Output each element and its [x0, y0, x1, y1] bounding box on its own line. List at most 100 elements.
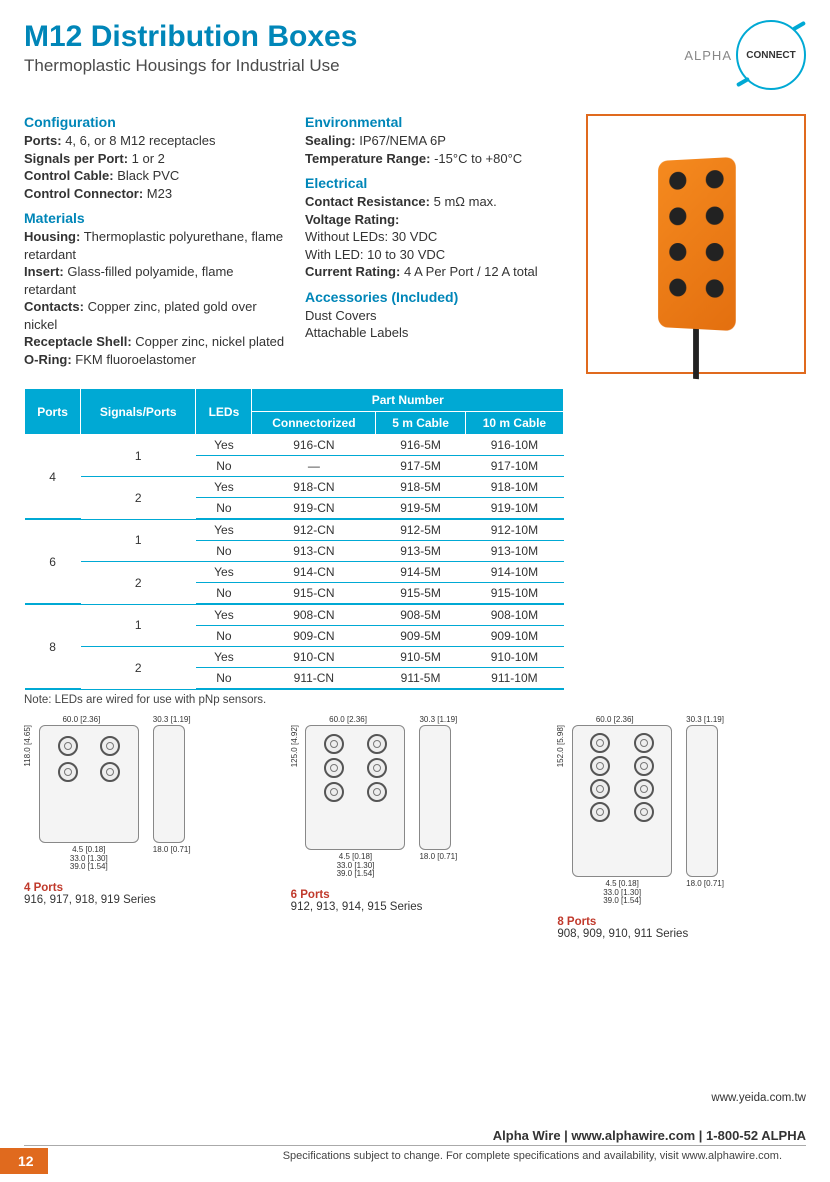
- cell-led: No: [196, 498, 252, 520]
- front-view-icon: [305, 725, 405, 850]
- cell-led: No: [196, 668, 252, 690]
- cell-5m: 911-5M: [376, 668, 466, 690]
- cell-connectorized: 915-CN: [252, 583, 376, 605]
- dim-d6-sidew: 30.3 [1.19]: [419, 716, 457, 725]
- spec-voltage-noled: Without LEDs: 30 VDC: [305, 228, 566, 246]
- page-title: M12 Distribution Boxes: [24, 20, 357, 54]
- cell-led: Yes: [196, 647, 252, 668]
- footer-main: Alpha Wire | www.alphawire.com | 1-800-5…: [0, 1128, 830, 1145]
- dim-d4-width: 60.0 [2.36]: [24, 716, 139, 725]
- yeida-link: www.yeida.com.tw: [711, 1092, 806, 1104]
- spec-insert: Insert: Glass-filled polyamide, flame re…: [24, 263, 285, 298]
- brand-logo: ALPHA CONNECT: [684, 20, 806, 90]
- dim-d8-bw2: 39.0 [1.54]: [603, 897, 641, 906]
- cell-signals: 1: [81, 519, 196, 562]
- table-header: Ports Signals/Ports LEDs Part Number Con…: [25, 389, 564, 435]
- spec-housing: Housing: Thermoplastic polyurethane, fla…: [24, 228, 285, 263]
- dim-d4-bside: 18.0 [0.71]: [153, 846, 191, 855]
- dim-d4-bw2: 39.0 [1.54]: [70, 863, 108, 872]
- cell-10m: 913-10M: [465, 541, 563, 562]
- table-row: 81Yes908-CN908-5M908-10M: [25, 604, 564, 626]
- table-row: 2Yes914-CN914-5M914-10M: [25, 562, 564, 583]
- col-leds: LEDs: [196, 389, 252, 435]
- cell-signals: 2: [81, 647, 196, 690]
- cell-connectorized: 911-CN: [252, 668, 376, 690]
- spec-contact-res: Contact Resistance: 5 mΩ max.: [305, 193, 566, 211]
- cell-10m: 910-10M: [465, 647, 563, 668]
- cell-10m: 917-10M: [465, 456, 563, 477]
- cell-led: Yes: [196, 435, 252, 456]
- spec-sealing: Sealing: IP67/NEMA 6P: [305, 132, 566, 150]
- spec-ports: Ports: 4, 6, or 8 M12 receptacles: [24, 132, 285, 150]
- caption-6-title: 6 Ports: [291, 889, 540, 901]
- cell-ports: 8: [25, 604, 81, 689]
- cell-connectorized: 908-CN: [252, 604, 376, 626]
- page-footer: Alpha Wire | www.alphawire.com | 1-800-5…: [0, 1128, 830, 1182]
- cell-5m: 909-5M: [376, 626, 466, 647]
- product-image-frame: [586, 114, 806, 374]
- heading-environmental: Environmental: [305, 114, 566, 130]
- dim-d4-height: 118.0 [4.65]: [24, 725, 33, 767]
- cell-5m: 913-5M: [376, 541, 466, 562]
- spec-connector: Control Connector: M23: [24, 185, 285, 203]
- diagram-caption-6: 6 Ports 912, 913, 914, 915 Series: [291, 889, 540, 913]
- col-10m: 10 m Cable: [465, 412, 563, 435]
- heading-accessories: Accessories (Included): [305, 289, 566, 305]
- cell-led: Yes: [196, 519, 252, 541]
- caption-4-title: 4 Ports: [24, 882, 273, 894]
- cell-10m: 915-10M: [465, 583, 563, 605]
- spec-voltage-label: Voltage Rating:: [305, 211, 566, 229]
- dim-d6-bw2: 39.0 [1.54]: [337, 870, 375, 879]
- col-signals: Signals/Ports: [81, 389, 196, 435]
- cell-10m: 914-10M: [465, 562, 563, 583]
- side-view-icon: [686, 725, 718, 877]
- dim-d8-width: 60.0 [2.36]: [557, 716, 672, 725]
- spec-col-mid: Environmental Sealing: IP67/NEMA 6P Temp…: [305, 114, 566, 374]
- cell-led: Yes: [196, 562, 252, 583]
- dim-d8-sidew: 30.3 [1.19]: [686, 716, 724, 725]
- spec-oring: O-Ring: FKM fluoroelastomer: [24, 351, 285, 369]
- dim-d6-width: 60.0 [2.36]: [291, 716, 406, 725]
- side-view-icon: [419, 725, 451, 850]
- col-5m: 5 m Cable: [376, 412, 466, 435]
- cell-connectorized: 910-CN: [252, 647, 376, 668]
- spec-col-left: Configuration Ports: 4, 6, or 8 M12 rece…: [24, 114, 285, 374]
- table-row: 2Yes910-CN910-5M910-10M: [25, 647, 564, 668]
- cell-5m: 917-5M: [376, 456, 466, 477]
- cell-led: No: [196, 456, 252, 477]
- cell-5m: 908-5M: [376, 604, 466, 626]
- spec-temp: Temperature Range: -15°C to +80°C: [305, 150, 566, 168]
- dim-d4-sidew: 30.3 [1.19]: [153, 716, 191, 725]
- cell-ports: 4: [25, 435, 81, 520]
- spec-shell: Receptacle Shell: Copper zinc, nickel pl…: [24, 333, 285, 351]
- col-connectorized: Connectorized: [252, 412, 376, 435]
- page-number: 12: [0, 1148, 48, 1174]
- cell-connectorized: 919-CN: [252, 498, 376, 520]
- cell-10m: 911-10M: [465, 668, 563, 690]
- cell-5m: 910-5M: [376, 647, 466, 668]
- cell-5m: 914-5M: [376, 562, 466, 583]
- dim-d6-bside: 18.0 [0.71]: [419, 853, 457, 862]
- cell-5m: 916-5M: [376, 435, 466, 456]
- table-note: Note: LEDs are wired for use with pNp se…: [24, 694, 806, 706]
- product-image-col: [586, 114, 806, 374]
- cell-signals: 2: [81, 562, 196, 605]
- spec-contacts: Contacts: Copper zinc, plated gold over …: [24, 298, 285, 333]
- caption-4-series: 916, 917, 918, 919 Series: [24, 894, 273, 906]
- cell-5m: 915-5M: [376, 583, 466, 605]
- cell-connectorized: 918-CN: [252, 477, 376, 498]
- heading-materials: Materials: [24, 210, 285, 226]
- diagram-4ports: 60.0 [2.36] 118.0 [4.65] 4.5 [0.18] 33.: [24, 716, 273, 940]
- col-ports: Ports: [25, 389, 81, 435]
- cell-connectorized: 916-CN: [252, 435, 376, 456]
- col-group-partnumber: Part Number: [252, 389, 564, 412]
- cell-led: No: [196, 583, 252, 605]
- cell-connectorized: 912-CN: [252, 519, 376, 541]
- cell-led: Yes: [196, 477, 252, 498]
- page-header: M12 Distribution Boxes Thermoplastic Hou…: [24, 20, 806, 90]
- cell-10m: 918-10M: [465, 477, 563, 498]
- diagram-caption-4: 4 Ports 916, 917, 918, 919 Series: [24, 882, 273, 906]
- cell-led: No: [196, 626, 252, 647]
- cell-connectorized: 909-CN: [252, 626, 376, 647]
- spec-cable: Control Cable: Black PVC: [24, 167, 285, 185]
